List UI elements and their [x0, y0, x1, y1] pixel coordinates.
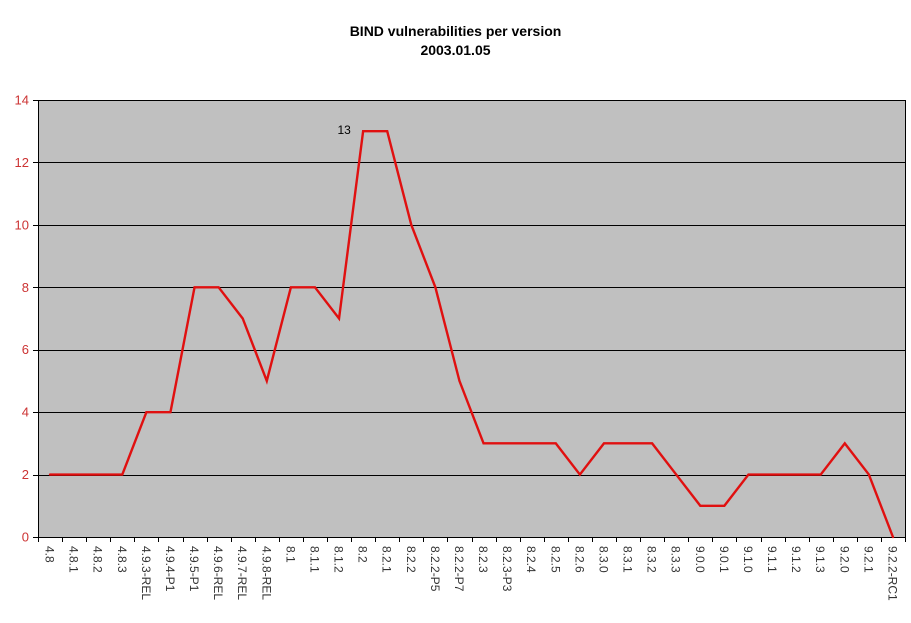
x-axis-tick-label: 4.9.7-REL: [235, 546, 249, 600]
x-axis-tick-label: 9.0.1: [717, 546, 731, 573]
x-axis-tick-label: 9.1.3: [813, 546, 827, 573]
x-axis-tick-label: 8.1.2: [332, 546, 346, 573]
chart-title: BIND vulnerabilities per version 2003.01…: [0, 22, 911, 60]
x-axis-tick-label: 8.3.2: [645, 546, 659, 573]
x-axis-tick-label: 9.1.2: [789, 546, 803, 573]
chart-title-line1: BIND vulnerabilities per version: [349, 23, 562, 39]
x-axis-tick-label: 4.9.5-P1: [187, 546, 201, 592]
x-axis-tick-label: 8.2.5: [548, 546, 562, 573]
x-axis-tick-label: 8.1.1: [307, 546, 321, 573]
peak-data-label: 13: [337, 123, 351, 137]
x-axis-tick-label: 4.8.2: [91, 546, 105, 573]
x-axis-tick-label: 9.1.1: [765, 546, 779, 573]
x-axis-tick-label: 8.2.2-P7: [452, 546, 466, 592]
x-axis-tick-label: 8.3.0: [596, 546, 610, 573]
x-axis-tick-label: 4.8.3: [115, 546, 129, 573]
x-axis-tick-label: 4.9.8-REL: [259, 546, 273, 600]
x-axis-tick-label: 4.9.4-P1: [163, 546, 177, 592]
y-axis-tick-label: 0: [22, 530, 29, 545]
x-axis-tick-label: 4.8.1: [67, 546, 81, 573]
x-axis-tick-label: 4.8: [43, 546, 57, 563]
x-axis-tick-label: 4.9.6-REL: [211, 546, 225, 600]
x-axis-tick-label: 8.2.3: [476, 546, 490, 573]
x-axis-tick-label: 8.2.3-P3: [500, 546, 514, 592]
y-axis-tick-label: 2: [22, 467, 29, 482]
chart-title-line2: 2003.01.05: [420, 42, 491, 58]
x-axis-tick-label: 8.2: [356, 546, 370, 563]
y-axis-tick-label: 12: [15, 155, 29, 170]
plot-area: [38, 100, 905, 537]
x-axis-tick-label: 9.2.2-RC1: [885, 546, 899, 601]
x-axis-tick-label: 9.1.0: [741, 546, 755, 573]
x-axis-tick-label: 8.3.1: [621, 546, 635, 573]
x-axis-tick-label: 8.2.2-P5: [428, 546, 442, 592]
x-axis-tick-label: 8.2.1: [380, 546, 394, 573]
x-axis-tick-label: 4.9.3-REL: [139, 546, 153, 600]
vulnerabilities-line: [48, 130, 895, 539]
y-axis-tick-label: 4: [22, 405, 29, 420]
x-axis-tick-label: 8.2.2: [404, 546, 418, 573]
y-axis-tick-label: 10: [15, 217, 29, 232]
x-axis-tick-label: 8.2.6: [572, 546, 586, 573]
x-axis-tick-label: 9.2.1: [861, 546, 875, 573]
y-axis-tick-label: 6: [22, 342, 29, 357]
x-axis-tick-label: 8.2.4: [524, 546, 538, 573]
x-axis-tick-label: 8.3.3: [669, 546, 683, 573]
x-axis-tick-label: 8.1: [283, 546, 297, 563]
x-axis-tick-label: 9.2.0: [837, 546, 851, 573]
y-axis-tick-label: 8: [22, 280, 29, 295]
y-axis-tick-label: 14: [15, 93, 29, 108]
x-axis-tick-label: 9.0.0: [693, 546, 707, 573]
